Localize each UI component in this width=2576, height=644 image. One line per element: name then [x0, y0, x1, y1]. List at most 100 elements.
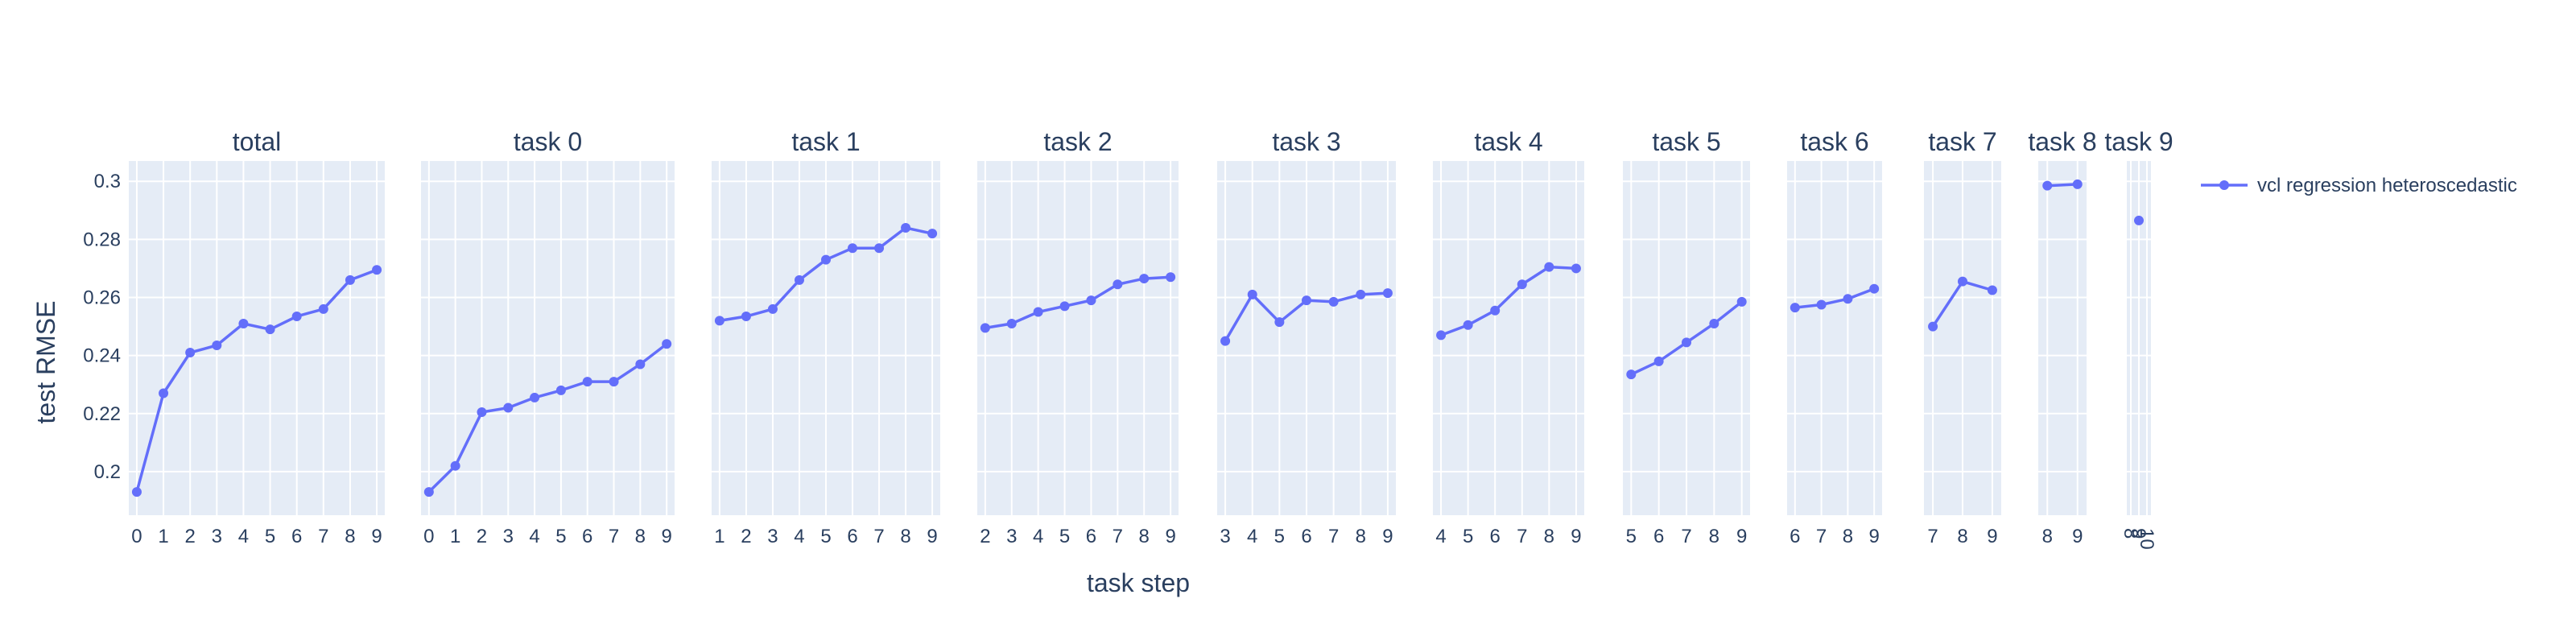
y-tick-label: 0.22 [83, 403, 121, 425]
subplot-title: task 9 [2104, 127, 2173, 156]
plot-area [1433, 161, 1584, 515]
x-axis-title: task step [1087, 568, 1190, 597]
x-tick-label: 7 [1113, 526, 1123, 547]
data-point [767, 303, 778, 314]
plot-area [421, 161, 675, 515]
x-tick-label: 7 [1816, 526, 1827, 547]
data-point [265, 324, 275, 335]
data-point [423, 487, 434, 497]
x-tick-label: 4 [1033, 526, 1043, 547]
subplot-title: task 0 [514, 127, 582, 156]
plot-area [2038, 161, 2087, 515]
data-point [2134, 215, 2144, 225]
x-tick-label: 8 [2120, 528, 2141, 539]
x-tick-label: 4 [794, 526, 804, 547]
x-tick-label: 6 [1490, 526, 1501, 547]
data-point [1059, 301, 1070, 312]
x-tick-label: 2 [477, 526, 487, 547]
x-tick-label: 7 [1328, 526, 1339, 547]
x-tick-label: 7 [1517, 526, 1527, 547]
x-tick-label: 3 [1220, 526, 1230, 547]
legend[interactable]: vcl regression heteroscedastic [2201, 175, 2517, 196]
x-tick-label: 5 [1059, 526, 1070, 547]
subplot-title: task 5 [1652, 127, 1720, 156]
data-point [530, 392, 540, 402]
x-tick-label: 4 [529, 526, 539, 547]
plot-area [1787, 161, 1882, 515]
x-tick-label: 9 [1868, 526, 1879, 547]
data-point [927, 229, 938, 239]
x-tick-label: 5 [820, 526, 831, 547]
data-point [821, 254, 831, 265]
data-point [874, 243, 885, 254]
subplot-title: total [233, 127, 281, 156]
x-tick-label: 3 [503, 526, 514, 547]
x-tick-label: 8 [345, 526, 355, 547]
y-tick-label: 0.26 [83, 287, 121, 309]
data-point [1274, 317, 1285, 328]
x-tick-label: 5 [555, 526, 566, 547]
x-tick-label: 6 [291, 526, 302, 547]
x-tick-label: 9 [661, 526, 671, 547]
x-tick-label: 0 [423, 526, 434, 547]
x-tick-label: 8 [1709, 526, 1719, 547]
x-tick-label: 9 [1571, 526, 1581, 547]
data-point [1436, 330, 1447, 341]
x-tick-label: 8 [1843, 526, 1853, 547]
x-tick-label: 8 [1544, 526, 1554, 547]
data-point [1790, 303, 1800, 313]
x-tick-label: 1 [450, 526, 460, 547]
data-point [1987, 285, 1997, 295]
x-tick-label: 7 [609, 526, 619, 547]
data-point [1220, 336, 1231, 346]
x-tick-label: 9 [2128, 528, 2149, 539]
data-point [848, 243, 858, 254]
data-point [1302, 295, 1311, 306]
subplot-title: task 4 [1474, 127, 1542, 156]
data-point [662, 339, 672, 349]
subplot-panel: 2 3 4 5 6 7 8 9 task 2 [977, 127, 1179, 547]
data-point [609, 377, 619, 387]
x-tick-label: 9 [1165, 526, 1175, 547]
data-point [1382, 288, 1393, 299]
subplot-title: task 3 [1272, 127, 1340, 156]
subplot-title: task 2 [1043, 127, 1112, 156]
data-point [1166, 272, 1176, 283]
x-tick-label: 7 [1927, 526, 1938, 547]
data-point [1736, 296, 1747, 307]
data-point [1517, 279, 1527, 290]
x-tick-label: 9 [1736, 526, 1747, 547]
data-point [2072, 179, 2083, 189]
data-point [1544, 262, 1554, 272]
y-tick-label: 0.2 [94, 461, 121, 483]
data-point [1113, 279, 1123, 290]
data-point [477, 407, 487, 417]
data-point [1356, 289, 1366, 299]
x-tick-label: 2 [185, 526, 196, 547]
y-tick-label: 0.28 [83, 229, 121, 250]
data-point [1653, 356, 1664, 366]
data-point [901, 222, 911, 233]
x-tick-label: 10 [2136, 528, 2157, 550]
legend-label: vcl regression heteroscedastic [2257, 175, 2517, 196]
subplot-panel: 3 4 5 6 7 8 9 task 3 [1217, 127, 1396, 547]
data-point [1928, 321, 1938, 332]
x-tick-label: 3 [212, 526, 222, 547]
subplot-title: task 7 [1928, 127, 1996, 156]
data-point [185, 348, 196, 358]
x-tick-label: 5 [1463, 526, 1473, 547]
x-tick-label: 4 [1247, 526, 1257, 547]
x-tick-label: 4 [1435, 526, 1446, 547]
data-point [1843, 294, 1853, 304]
x-tick-label: 5 [1274, 526, 1285, 547]
subplot-panel: 1 2 3 4 5 6 7 8 9 task 1 [712, 127, 940, 547]
x-tick-label: 7 [1681, 526, 1691, 547]
data-point [131, 487, 142, 497]
x-tick-label: 3 [1006, 526, 1017, 547]
data-point [1869, 283, 1880, 294]
x-tick-label: 8 [635, 526, 646, 547]
data-point [212, 341, 222, 351]
plot-area [977, 161, 1179, 515]
